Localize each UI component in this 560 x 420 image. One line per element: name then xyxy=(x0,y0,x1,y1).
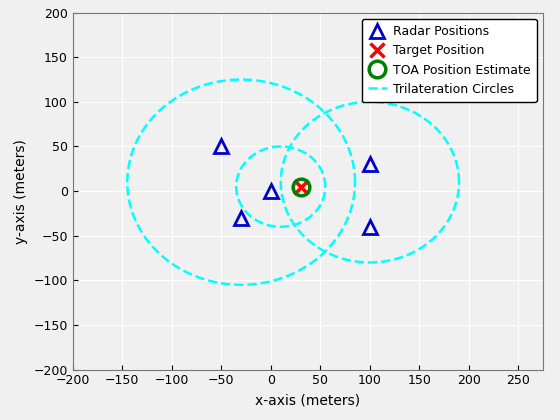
X-axis label: x-axis (meters): x-axis (meters) xyxy=(255,393,361,407)
Y-axis label: y-axis (meters): y-axis (meters) xyxy=(14,139,28,244)
Legend: Radar Positions, Target Position, TOA Position Estimate, Trilateration Circles: Radar Positions, Target Position, TOA Po… xyxy=(362,19,537,102)
